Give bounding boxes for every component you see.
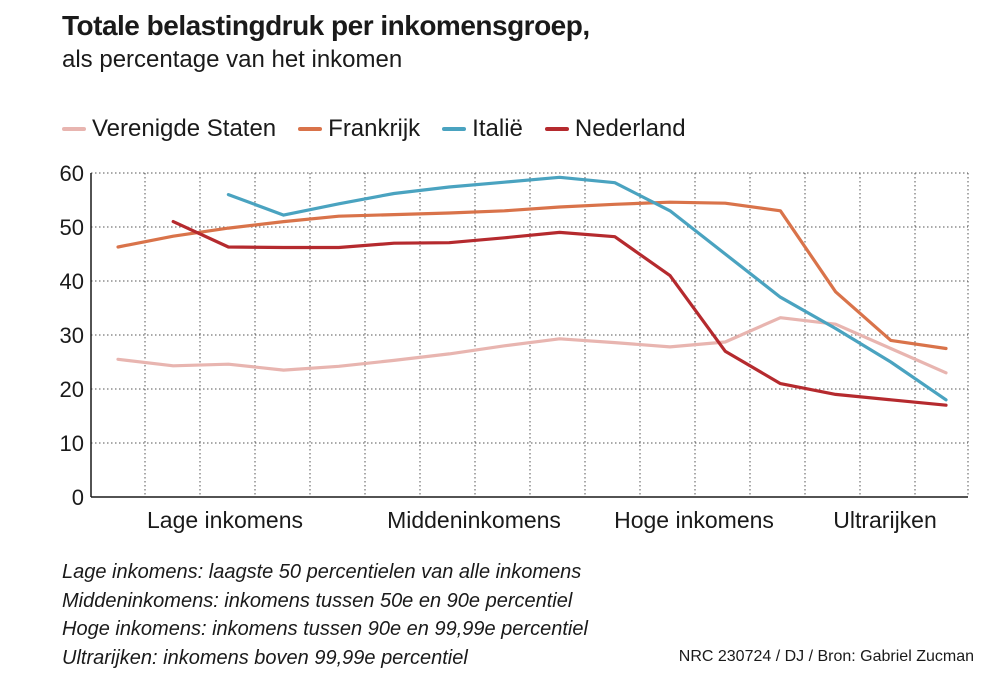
series-line-verenigde-staten — [116, 316, 948, 375]
legend: Verenigde Staten Frankrijk Italië Nederl… — [62, 115, 708, 143]
footnote-middeninkomens: Middeninkomens: inkomens tussen 50e en 9… — [62, 589, 573, 612]
x-group-label: Ultrarijken — [833, 507, 937, 533]
source-credit: NRC 230724 / DJ / Bron: Gabriel Zucman — [678, 648, 974, 665]
legend-label: Nederland — [574, 115, 686, 142]
footnote-lage-inkomens: Lage inkomens: laagste 50 percentielen v… — [62, 561, 582, 583]
legend-swatch — [442, 127, 467, 131]
legend-swatch — [298, 127, 323, 131]
x-group-label: Lage inkomens — [147, 507, 303, 533]
y-tick-label: 60 — [60, 161, 84, 186]
chart-subtitle: als percentage van het inkomen — [62, 46, 403, 73]
legend-swatch — [62, 127, 86, 131]
legend-item-italie: Italië — [442, 115, 523, 143]
x-group-label: Hoge inkomens — [614, 507, 774, 533]
footnote-hoge-inkomens: Hoge inkomens: inkomens tussen 90e en 99… — [62, 618, 588, 640]
footnote-ultrarijken: Ultrarijken: inkomens boven 99,99e perce… — [62, 646, 468, 669]
legend-item-nederland: Nederland — [544, 115, 686, 143]
legend-item-frankrijk: Frankrijk — [298, 115, 420, 143]
legend-swatch — [544, 127, 569, 131]
series-line-itali — [226, 175, 948, 402]
chart-title: Totale belastingdruk per inkomensgroep, — [62, 10, 590, 41]
legend-label: Verenigde Staten — [92, 115, 277, 142]
footnotes: Lage inkomens: laagste 50 percentielen v… — [62, 558, 588, 672]
y-tick-label: 10 — [60, 431, 84, 456]
y-tick-label: 30 — [60, 323, 84, 348]
series-line-nederland — [171, 220, 948, 407]
legend-label: Frankrijk — [328, 115, 421, 142]
series-line-frankrijk — [116, 200, 948, 351]
legend-item-verenigde-staten: Verenigde Staten — [62, 115, 276, 143]
legend-label: Italië — [472, 115, 523, 142]
y-tick-label: 50 — [60, 215, 84, 240]
y-tick-label: 40 — [60, 269, 84, 294]
y-tick-label: 20 — [60, 377, 84, 402]
y-tick-label: 0 — [72, 485, 84, 510]
x-group-label: Middeninkomens — [387, 507, 561, 533]
